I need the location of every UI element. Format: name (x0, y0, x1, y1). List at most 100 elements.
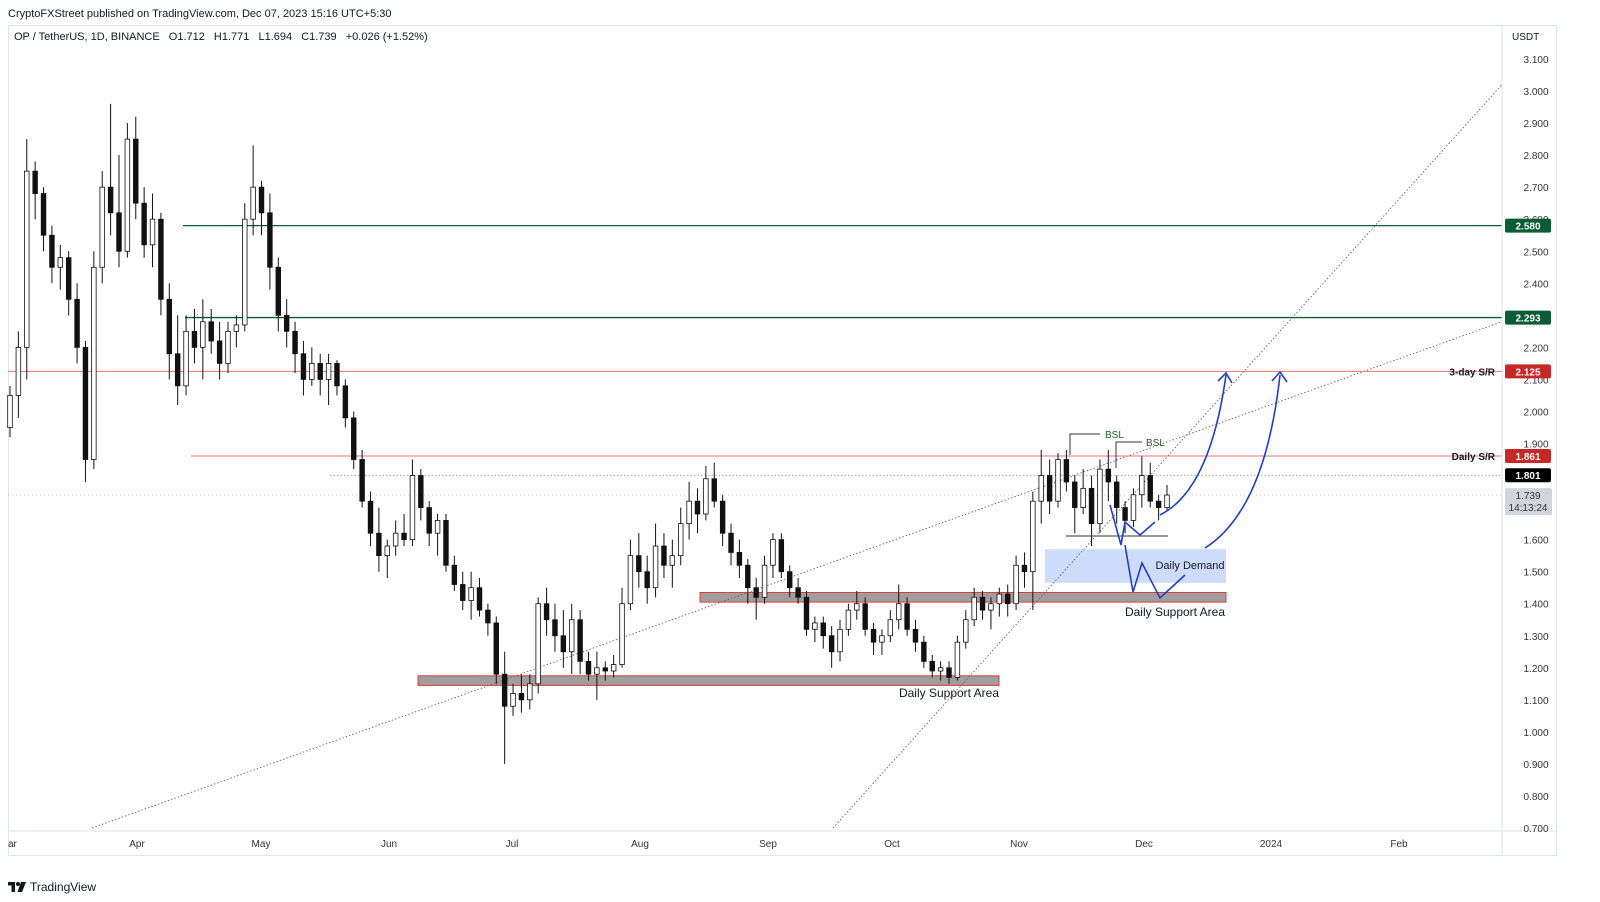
candle-body (535, 603, 541, 685)
candle-body (225, 330, 231, 364)
projection-path (1159, 374, 1227, 516)
candle-body (745, 564, 751, 589)
support-zone-label: Daily Support Area (1125, 605, 1225, 619)
candle-body (99, 186, 105, 268)
candle-body (32, 170, 38, 194)
candle-body (896, 603, 902, 621)
projection-path (1124, 544, 1186, 600)
candle-body (434, 520, 441, 534)
candle-body (1004, 593, 1011, 605)
y-tick-label: 0.900 (1523, 760, 1548, 771)
candle-body (1072, 481, 1078, 508)
symbol-open: O1.712 (168, 31, 205, 43)
candle-body (979, 596, 986, 611)
price-label-badge (1505, 364, 1551, 379)
y-tick-label: 3.100 (1523, 55, 1548, 66)
demand-zone-label: Daily Demand (1155, 560, 1224, 572)
candle-body (1113, 481, 1120, 508)
x-tick-label: Aug (631, 839, 649, 850)
symbol-change: +0.026 (+1.52%) (345, 31, 428, 43)
y-tick-label: 1.200 (1523, 664, 1548, 675)
candle-body (149, 218, 156, 246)
candle-body (585, 660, 592, 675)
y-tick-label: 1.300 (1523, 632, 1548, 643)
current-price-badge (1505, 488, 1552, 516)
x-tick-label: May (252, 839, 271, 850)
price-label-text: 2.125 (1515, 367, 1540, 378)
candle-body (401, 532, 407, 541)
candle-body (937, 667, 944, 672)
price-label-badge (1505, 468, 1551, 483)
candle-body (451, 564, 458, 585)
candle-body (1139, 475, 1145, 496)
candle-body (543, 603, 550, 621)
symbol-pair[interactable]: OP / TetherUS, 1D, BINANCE (14, 31, 160, 43)
price-label-text: 2.580 (1515, 222, 1540, 233)
candle-body (636, 555, 642, 573)
candle-body (1122, 507, 1128, 521)
candle-body (24, 170, 30, 348)
price-label-text: 2.293 (1515, 314, 1540, 325)
candle-body (527, 683, 533, 701)
bsl-label: BSL (1146, 438, 1165, 449)
trendline-2 (832, 84, 1503, 829)
candle-body (510, 693, 516, 707)
price-label-text: 1.861 (1515, 452, 1540, 463)
y-tick-label: 2.200 (1523, 343, 1548, 354)
x-tick-label: Nov (1010, 839, 1028, 850)
candle-body (963, 619, 969, 643)
y-tick-label: 2.100 (1523, 375, 1548, 386)
candle-body (1155, 500, 1162, 508)
tradingview-logo[interactable]: TradingView (8, 880, 96, 894)
candle-body (912, 628, 919, 643)
candle-body (133, 138, 139, 204)
support-zone (417, 675, 1000, 686)
candle-body (443, 520, 449, 566)
candle-body (233, 324, 240, 332)
candle-body (610, 664, 617, 672)
candle-body (862, 603, 868, 630)
candle-body (996, 593, 1003, 605)
candle-body (879, 635, 885, 643)
demand-zone (1045, 549, 1226, 583)
candle-body (845, 609, 852, 630)
projection-arrowhead (1217, 371, 1233, 384)
y-tick-label: 1.900 (1523, 440, 1548, 451)
candle-body (409, 475, 416, 541)
candle-body (468, 587, 474, 601)
candle-body (787, 571, 793, 589)
y-tick-label: 1.600 (1523, 536, 1548, 547)
candle-body (57, 257, 64, 268)
candle-body (652, 545, 659, 589)
y-tick-label: 2.000 (1523, 407, 1548, 418)
candle-body (854, 603, 860, 611)
x-tick-label: Sep (759, 839, 777, 850)
candle-body (1147, 475, 1153, 502)
candle-body (183, 330, 189, 387)
symbol-close: C1.739 (301, 31, 337, 43)
level-label: Daily S/R (1452, 452, 1496, 463)
candle-body (342, 385, 349, 419)
candle-body (753, 587, 759, 598)
candle-body (65, 257, 72, 300)
projection-path (1109, 504, 1156, 546)
price-label-badge (1505, 310, 1551, 325)
price-label-text: 1.801 (1515, 471, 1540, 482)
candle-body (711, 478, 717, 502)
x-tick-label: Jun (381, 839, 397, 850)
candle-body (40, 193, 47, 236)
symbol-info: OP / TetherUS, 1D, BINANCE O1.712 H1.771… (14, 31, 434, 43)
y-tick-label: 0.700 (1523, 824, 1548, 835)
x-tick-label: 2024 (1260, 839, 1283, 850)
candle-body (493, 622, 499, 675)
candle-body (325, 362, 332, 380)
candle-body (686, 500, 692, 525)
candle-body (552, 619, 558, 637)
candle-body (870, 628, 877, 643)
candle-body (795, 587, 801, 598)
candle-body (1063, 459, 1070, 483)
candle-body (367, 500, 374, 534)
candle-body (1164, 494, 1170, 508)
x-tick-label: ar (8, 839, 18, 850)
